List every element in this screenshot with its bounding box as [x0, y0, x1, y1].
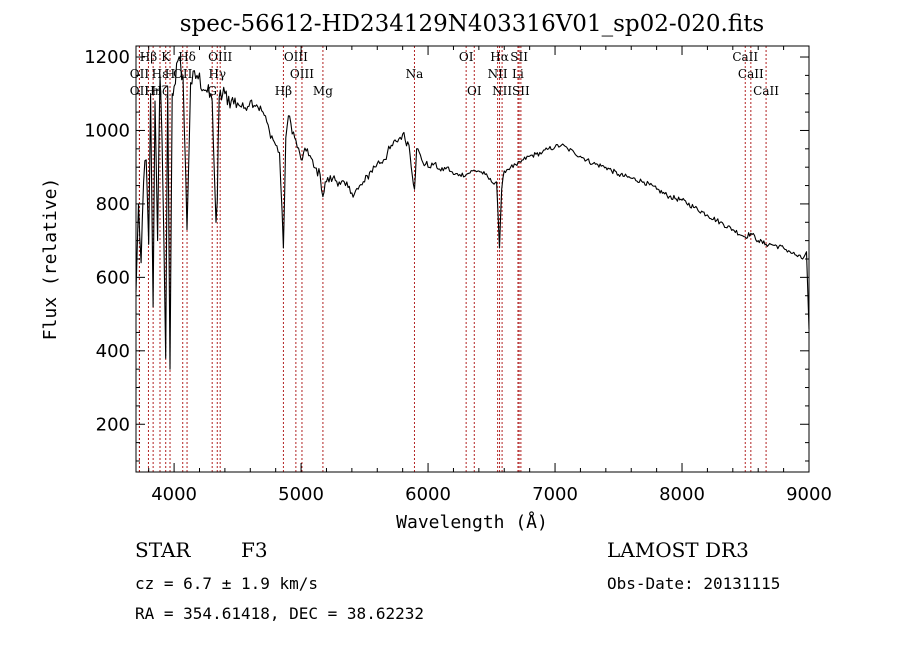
- y-tick-label: 800: [96, 194, 130, 215]
- redshift-value: cz = 6.7 ± 1.9 km/s: [135, 574, 319, 593]
- line-marker-label: Hη: [144, 84, 162, 98]
- x-axis: 4000 5000 6000 7000 8000 9000: [148, 46, 832, 505]
- x-tick-label: 5000: [278, 484, 324, 505]
- line-marker-label: Hε: [152, 67, 169, 81]
- line-marker-label: Hγ: [208, 67, 226, 81]
- line-marker-label: K: [161, 50, 171, 64]
- x-tick-label: 4000: [151, 484, 197, 505]
- line-marker-group: [138, 46, 767, 472]
- line-marker-label: Li: [512, 67, 524, 81]
- line-marker-label: H: [165, 67, 175, 81]
- x-tick-label: 6000: [405, 484, 451, 505]
- survey-name: LAMOST DR3: [607, 538, 749, 562]
- line-marker-label: NII: [488, 67, 508, 81]
- line-marker-label: Na: [406, 67, 424, 81]
- x-tick-label: 9000: [786, 484, 832, 505]
- y-tick-label: 200: [96, 414, 130, 435]
- chart-title: spec-56612-HD234129N403316V01_sp02-020.f…: [180, 11, 765, 37]
- line-marker-label: Hδ: [178, 50, 196, 64]
- x-tick-label: 8000: [659, 484, 705, 505]
- y-tick-label: 1000: [84, 120, 130, 141]
- line-marker-label: CaII: [738, 67, 764, 81]
- observation-date: Obs-Date: 20131115: [607, 574, 781, 593]
- line-marker-label: CaII: [753, 84, 779, 98]
- line-marker-label: OIII: [208, 50, 232, 64]
- line-marker-label: G: [207, 84, 217, 98]
- line-marker-label: NII: [492, 84, 512, 98]
- line-marker-label: OII: [173, 67, 193, 81]
- line-marker-label: Hα: [490, 50, 509, 64]
- object-subclass: F3: [241, 538, 268, 562]
- line-marker-label: OIII: [290, 67, 314, 81]
- x-axis-label: Wavelength (Å): [396, 511, 548, 533]
- line-marker-label: OII: [130, 67, 150, 81]
- line-marker-label: Hβ: [140, 50, 157, 64]
- spectrum-line: [135, 56, 810, 370]
- line-marker-label: SII: [510, 50, 528, 64]
- line-marker-label: Hβ: [275, 84, 292, 98]
- line-marker-label: OIII: [284, 50, 308, 64]
- line-marker-label: CaII: [732, 50, 758, 64]
- line-marker-label: OI: [459, 50, 474, 64]
- line-marker-label: Mg: [313, 84, 333, 98]
- x-tick-label: 7000: [532, 484, 578, 505]
- line-marker-label: OII: [130, 84, 150, 98]
- object-class: STAR: [135, 538, 191, 562]
- y-axis: 200 400 600 800 1000 1200: [84, 47, 809, 462]
- line-marker-label: SII: [512, 84, 530, 98]
- y-tick-label: 1200: [84, 47, 130, 68]
- y-tick-label: 400: [96, 341, 130, 362]
- coordinates: RA = 354.61418, DEC = 38.62232: [135, 604, 424, 623]
- line-marker-label: OI: [467, 84, 482, 98]
- y-axis-label: Flux (relative): [40, 178, 61, 341]
- y-tick-label: 600: [96, 267, 130, 288]
- plot-frame: [135, 45, 810, 473]
- series-group: [135, 56, 810, 370]
